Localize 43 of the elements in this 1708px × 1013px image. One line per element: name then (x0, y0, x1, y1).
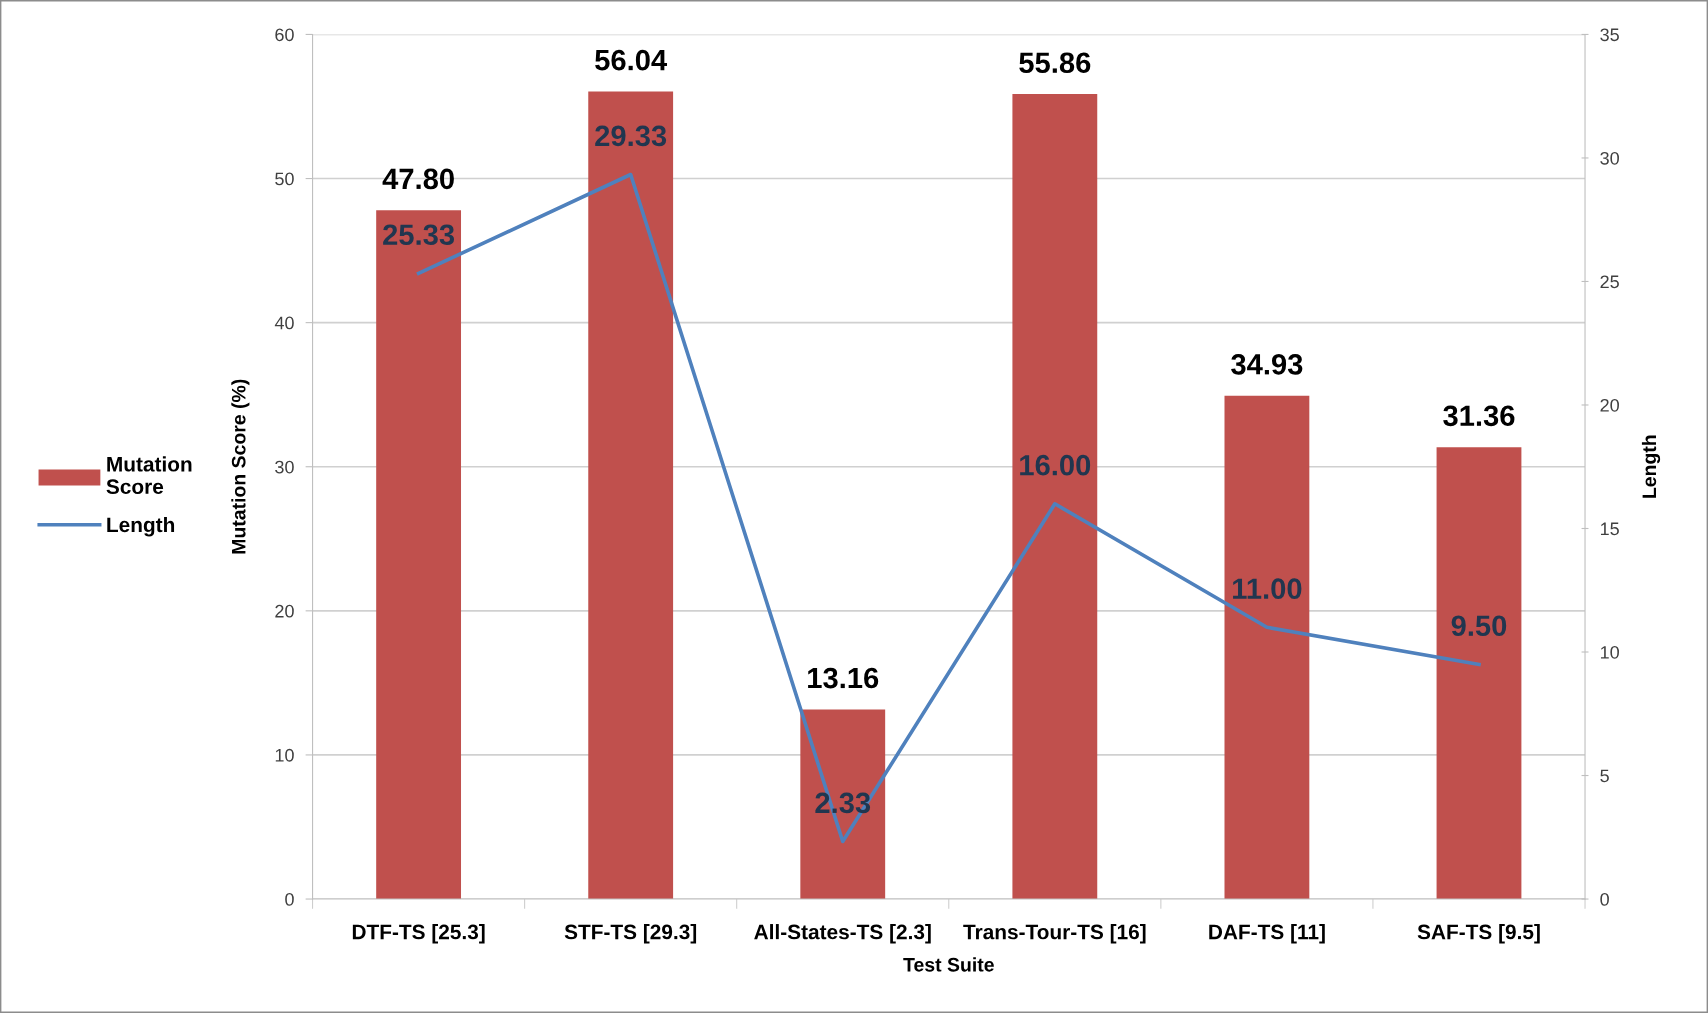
bar (1012, 94, 1098, 900)
x-axis-title: Test Suite (903, 957, 994, 972)
y-tick-label: 40 (274, 316, 294, 330)
y2-tick-label: 15 (1600, 522, 1619, 536)
data-label: 55.86 (1019, 52, 1091, 74)
y2-tick-label: 30 (1600, 151, 1619, 165)
data-label: 9.50 (1451, 615, 1507, 637)
bar (1436, 447, 1522, 900)
data-label: 25.33 (383, 224, 455, 246)
legend-label: Length (107, 516, 175, 537)
y2-tick-label: 25 (1600, 275, 1619, 289)
y2-tick-label: 10 (1600, 645, 1619, 659)
y-tick-label: 20 (275, 604, 294, 618)
bar (376, 210, 462, 900)
data-label: 13.16 (808, 667, 879, 689)
bar (588, 91, 674, 900)
y-axis-title: Mutation Score (%) (231, 379, 250, 554)
y2-axis-title: Length (1641, 435, 1661, 498)
y-tick-label: 50 (275, 172, 294, 186)
y2-tick-label: 0 (1600, 892, 1609, 906)
x-tick-label: SAF-TS [9.5] (1417, 924, 1540, 944)
legend-label: Mutation Score (106, 456, 192, 495)
y-tick-label: 30 (275, 460, 294, 474)
x-tick-label: All-States-TS [2.3] (754, 924, 931, 944)
data-label: 34.93 (1231, 354, 1303, 375)
y2-tick-label: 20 (1600, 398, 1619, 412)
data-label: 29.33 (595, 125, 667, 147)
x-tick-label: STF-TS [29.3] (564, 924, 697, 944)
y-tick-label: 0 (285, 892, 294, 906)
data-label: 47.80 (382, 168, 454, 190)
data-label: 31.36 (1443, 405, 1515, 427)
y2-tick-label: 5 (1600, 769, 1609, 783)
x-tick-label: DAF-TS [11] (1209, 924, 1325, 944)
data-label: 11.00 (1233, 578, 1302, 600)
y2-tick-label: 35 (1600, 28, 1619, 42)
data-label: 56.04 (595, 49, 668, 71)
x-tick-label: Trans-Tour-TS [16] (963, 924, 1146, 944)
bar (1224, 395, 1310, 900)
y-tick-label: 10 (275, 748, 294, 762)
bar (800, 709, 886, 900)
y-tick-label: 60 (275, 28, 294, 42)
data-label: 16.00 (1020, 454, 1091, 476)
x-tick-label: DTF-TS [25.3] (352, 924, 485, 944)
